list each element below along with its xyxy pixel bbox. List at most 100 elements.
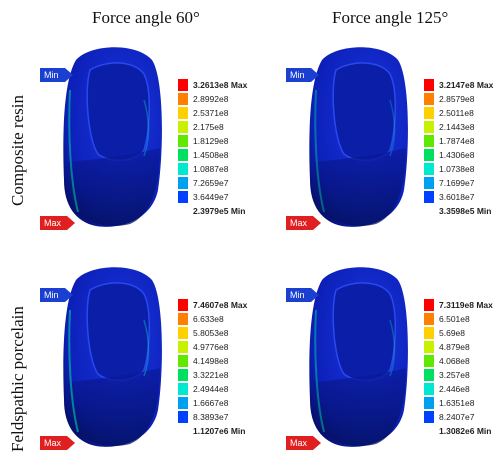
- legend-swatch: [424, 191, 434, 203]
- stress-streak: [314, 309, 325, 433]
- max-probe-flag: Max: [40, 216, 76, 230]
- legend-swatch: [424, 121, 434, 133]
- legend-label: 3.2613e8 Max: [193, 80, 248, 90]
- legend-label: 7.1699e7: [439, 178, 475, 188]
- legend-item: 2.8992e8: [178, 92, 228, 106]
- legend-label: 4.1498e8: [193, 356, 229, 366]
- legend-swatch: [178, 205, 188, 217]
- legend-item: 4.1498e8: [178, 354, 228, 368]
- contour-legend: 7.4607e8 Max 6.633e8 5.8053e8 4.9776e8 4.149…: [178, 298, 278, 438]
- crown-band: [312, 368, 406, 446]
- legend-swatch: [178, 355, 188, 367]
- legend-item: 6.633e8: [178, 312, 224, 326]
- legend-swatch: [424, 327, 434, 339]
- legend-swatch: [178, 383, 188, 395]
- legend-swatch: [178, 411, 188, 423]
- legend-item: 1.0738e8: [424, 162, 474, 176]
- legend-swatch: [424, 299, 434, 311]
- row-title-feldspathic-porcelain: Feldspathic porcelain: [8, 306, 27, 452]
- legend-item: 5.69e8: [424, 326, 465, 340]
- legend-label: 3.3221e8: [193, 370, 229, 380]
- max-probe-flag: Max: [286, 436, 322, 450]
- legend-item: 3.3221e8: [178, 368, 228, 382]
- legend-label: 2.175e8: [193, 122, 224, 132]
- legend-item: 1.0887e8: [178, 162, 228, 176]
- panel-porcelain-125: Min Max 7.3119e8 Max 6.501e8 5.69e8 4.879e8 4.…: [286, 250, 501, 460]
- legend-swatch: [178, 313, 188, 325]
- legend-item: 3.2147e8 Max: [424, 78, 493, 92]
- contour-legend: 7.3119e8 Max 6.501e8 5.69e8 4.879e8 4.068e8 3…: [424, 298, 501, 438]
- legend-item: 8.3893e7: [178, 410, 228, 424]
- legend-label: 2.4944e8: [193, 384, 229, 394]
- contour-legend: 3.2147e8 Max 2.8579e8 2.5011e8 2.1443e8 1.78…: [424, 78, 501, 218]
- crown-band: [66, 148, 160, 226]
- panel-porcelain-60: Min Max 7.4607e8 Max 6.633e8 5.8053e8 4.9776e…: [40, 250, 290, 460]
- tooth-model: [309, 267, 408, 447]
- legend-item: 2.446e8: [424, 382, 470, 396]
- legend-item: 2.5011e8: [424, 106, 474, 120]
- legend-item: 7.1699e7: [424, 176, 474, 190]
- legend-label: 1.0887e8: [193, 164, 229, 174]
- legend-label: 1.6667e8: [193, 398, 229, 408]
- legend-item: 1.6351e8: [424, 396, 474, 410]
- legend-item: 3.6018e7: [424, 190, 474, 204]
- legend-label: 7.3119e8 Max: [439, 300, 493, 310]
- legend-swatch: [424, 369, 434, 381]
- max-probe-flag: Max: [286, 216, 322, 230]
- legend-label: 6.633e8: [193, 314, 224, 324]
- legend-swatch: [178, 341, 188, 353]
- legend-item: 6.501e8: [424, 312, 470, 326]
- legend-label: 1.0738e8: [439, 164, 475, 174]
- legend-swatch: [424, 177, 434, 189]
- legend-item: 1.8129e8: [178, 134, 228, 148]
- legend-item: 4.9776e8: [178, 340, 228, 354]
- min-probe-flag: Min: [286, 68, 318, 82]
- legend-label: 2.1443e8: [439, 122, 475, 132]
- legend-label: 2.8992e8: [193, 94, 229, 104]
- legend-swatch: [424, 149, 434, 161]
- tooth-model: [309, 47, 408, 227]
- legend-swatch: [424, 93, 434, 105]
- legend-label: 2.5011e8: [439, 108, 474, 118]
- legend-item: 1.4508e8: [178, 148, 228, 162]
- legend-item: 1.7874e8: [424, 134, 474, 148]
- legend-item: 1.4306e8: [424, 148, 474, 162]
- legend-swatch: [424, 341, 434, 353]
- legend-swatch: [424, 383, 434, 395]
- legend-swatch: [424, 355, 434, 367]
- legend-label: 2.446e8: [439, 384, 470, 394]
- legend-label: 7.4607e8 Max: [193, 300, 248, 310]
- legend-label: 3.6018e7: [439, 192, 475, 202]
- legend-swatch: [178, 397, 188, 409]
- legend-label: 1.4508e8: [193, 150, 229, 160]
- legend-swatch: [424, 107, 434, 119]
- legend-item: 3.2613e8 Max: [178, 78, 247, 92]
- legend-swatch: [178, 121, 188, 133]
- stress-streak: [68, 309, 79, 433]
- legend-item: 3.6449e7: [178, 190, 228, 204]
- legend-swatch: [178, 299, 188, 311]
- legend-swatch: [178, 107, 188, 119]
- legend-item: 4.068e8: [424, 354, 470, 368]
- legend-item: 4.879e8: [424, 340, 470, 354]
- legend-label: 1.3082e6 Min: [439, 426, 492, 436]
- legend-swatch: [424, 135, 434, 147]
- legend-item: 1.3082e6 Min: [424, 424, 491, 438]
- panel-composite-125: Min Max 3.2147e8 Max 2.8579e8 2.5011e8 2.1443…: [286, 30, 501, 240]
- legend-label: 4.068e8: [439, 356, 470, 366]
- legend-label: 1.6351e8: [439, 398, 475, 408]
- tooth-cavity: [332, 282, 397, 382]
- legend-label: 5.8053e8: [193, 328, 229, 338]
- tooth-model: [63, 267, 162, 447]
- legend-label: 3.3598e5 Min: [439, 206, 492, 216]
- legend-label: 4.9776e8: [193, 342, 229, 352]
- tooth-cavity: [86, 62, 151, 162]
- row-title-composite-resin: Composite resin: [8, 95, 27, 206]
- legend-item: 7.3119e8 Max: [424, 298, 493, 312]
- legend-item: 1.6667e8: [178, 396, 228, 410]
- stress-streak-cavity: [143, 99, 150, 157]
- legend-swatch: [178, 93, 188, 105]
- tooth-cavity: [332, 62, 397, 162]
- legend-item: 7.2659e7: [178, 176, 228, 190]
- legend-item: 1.1207e6 Min: [178, 424, 245, 438]
